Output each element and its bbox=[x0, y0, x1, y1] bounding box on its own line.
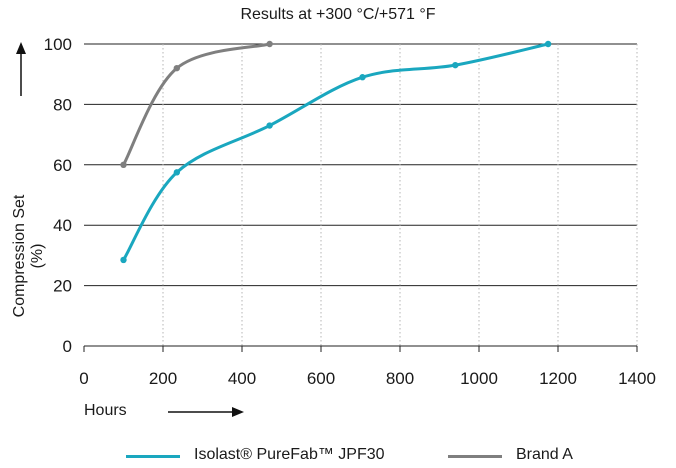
y-tick-label: 20 bbox=[53, 277, 72, 296]
tick-labels: 0 200 400 600 800 1000 1200 1400 0 20 40 60 80 100 bbox=[44, 35, 656, 388]
data-point bbox=[173, 64, 181, 72]
x-tick-label: 1000 bbox=[460, 369, 498, 388]
data-point bbox=[120, 161, 127, 168]
axes bbox=[83, 345, 638, 352]
y-tick-label: 0 bbox=[63, 337, 72, 356]
legend-swatch-isolast bbox=[126, 455, 180, 458]
x-tick-label: 200 bbox=[149, 369, 177, 388]
grid bbox=[84, 43, 638, 346]
legend-swatch-brand-a bbox=[448, 455, 502, 458]
x-tick-label: 800 bbox=[386, 369, 414, 388]
x-arrow-head bbox=[232, 407, 244, 417]
data-point bbox=[173, 169, 181, 176]
y-arrow-head bbox=[16, 42, 26, 54]
series-layer bbox=[120, 40, 552, 264]
axis-arrows bbox=[16, 42, 244, 417]
y-tick-label: 80 bbox=[53, 95, 72, 114]
data-point bbox=[266, 40, 273, 48]
y-tick-label: 40 bbox=[53, 216, 72, 235]
y-axis-label: Compression Set (%) bbox=[11, 194, 46, 318]
x-tick-label: 1400 bbox=[618, 369, 656, 388]
x-tick-label: 0 bbox=[79, 369, 88, 388]
data-point bbox=[266, 122, 273, 129]
legend-label-isolast: Isolast® PureFab™ JPF30 bbox=[194, 446, 385, 463]
data-point bbox=[544, 40, 552, 48]
x-tick-label: 400 bbox=[228, 369, 256, 388]
legend-label-brand-a: Brand A bbox=[516, 446, 573, 463]
y-tick-label: 60 bbox=[53, 156, 72, 175]
x-axis-label: Hours bbox=[84, 402, 127, 419]
x-tick-label: 1200 bbox=[539, 369, 577, 388]
data-point bbox=[452, 61, 459, 69]
data-point bbox=[120, 256, 127, 264]
chart-title: Results at +300 °C/+571 °F bbox=[240, 6, 436, 23]
series-line-0 bbox=[122, 42, 550, 262]
data-point bbox=[359, 74, 366, 81]
y-tick-label: 100 bbox=[44, 35, 72, 54]
x-tick-label: 600 bbox=[307, 369, 335, 388]
